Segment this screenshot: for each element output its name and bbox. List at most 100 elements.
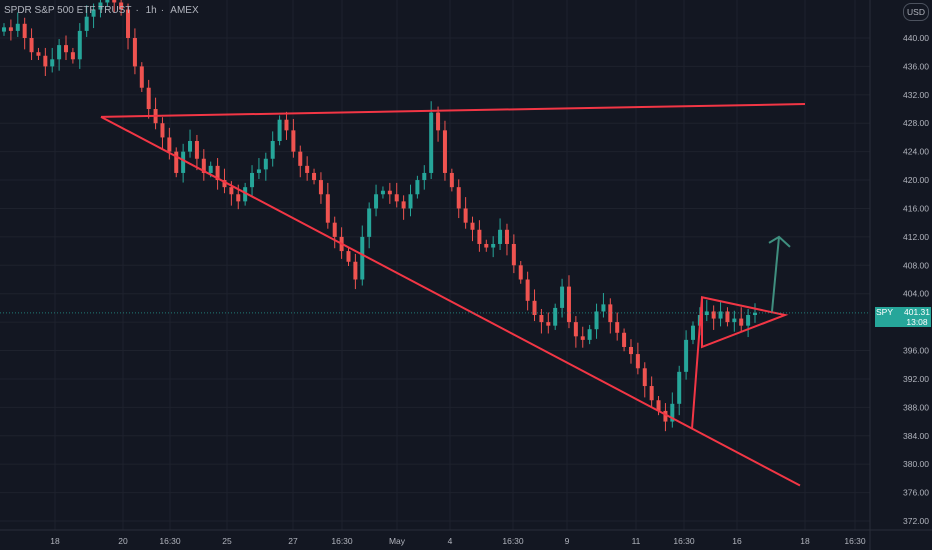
- candle-body: [208, 165, 213, 173]
- candle-body: [504, 229, 509, 244]
- drawing-layer[interactable]: [100, 103, 806, 487]
- breakout-arrow-head: [768, 235, 791, 248]
- candle-body: [367, 208, 372, 237]
- candle-body: [256, 169, 261, 173]
- candle-body: [132, 38, 137, 67]
- bar-countdown: 13:08: [906, 317, 928, 327]
- candle-body: [380, 190, 385, 195]
- currency-button[interactable]: USD: [903, 3, 929, 21]
- candle-body: [663, 410, 668, 422]
- candle-body: [57, 45, 62, 60]
- chart-grid: [0, 0, 870, 530]
- candle-body: [215, 165, 220, 181]
- y-tick-label: 412.00: [903, 232, 929, 242]
- x-tick-label: 16:30: [159, 536, 181, 546]
- candle-body: [449, 172, 454, 188]
- candle-body: [587, 329, 592, 340]
- candle-body: [656, 400, 661, 411]
- price-axis[interactable]: 440.00 436.00 432.00 428.00 424.00 420.00 416.…: [869, 0, 929, 550]
- y-tick-label: 428.00: [903, 118, 929, 128]
- candle-body: [270, 140, 275, 159]
- candle-body: [456, 187, 461, 209]
- candle-body: [746, 315, 751, 326]
- candle-body: [711, 311, 716, 319]
- candle-body: [422, 172, 427, 181]
- candle-body: [739, 318, 744, 326]
- y-tick-label: 432.00: [903, 90, 929, 100]
- candle-body: [181, 151, 186, 173]
- candle-body: [463, 208, 468, 223]
- candle-body: [222, 180, 227, 188]
- y-tick-label: 408.00: [903, 260, 929, 270]
- candle-body: [415, 180, 420, 195]
- candle-body: [2, 27, 6, 32]
- last-price-badge: SPY: [875, 307, 903, 327]
- candle-body: [442, 130, 447, 173]
- candle-body: [601, 304, 606, 312]
- candle-body: [628, 346, 633, 355]
- candle-body: [401, 201, 406, 209]
- candle-body: [677, 371, 682, 404]
- candle-body: [277, 119, 282, 141]
- candle-body: [98, 2, 103, 10]
- candle-body: [50, 59, 55, 67]
- candle-body: [642, 368, 647, 387]
- candle-body: [353, 261, 358, 280]
- candle-body: [139, 66, 144, 88]
- last-price-symbol: SPY: [876, 307, 894, 317]
- candle-body: [312, 172, 317, 181]
- symbol-name: SPDR S&P 500 ETF TRUST: [4, 5, 132, 16]
- candle-body: [608, 304, 613, 323]
- candle-body: [518, 265, 523, 280]
- candle-body: [332, 222, 337, 237]
- candlestick-series: [2, 0, 757, 432]
- candle-body: [284, 119, 289, 131]
- y-tick-label: 372.00: [903, 516, 929, 526]
- candle-body: [525, 279, 530, 301]
- x-tick-label: 4: [448, 536, 453, 546]
- y-tick-label: 396.00: [903, 346, 929, 356]
- candle-body: [553, 307, 558, 326]
- candle-body: [174, 151, 179, 173]
- candle-body: [70, 52, 75, 60]
- y-tick-label: 384.00: [903, 431, 929, 441]
- x-tick-label: 16:30: [673, 536, 695, 546]
- candle-body: [732, 318, 737, 323]
- candle-body: [250, 172, 255, 188]
- y-tick-label: 388.00: [903, 402, 929, 412]
- interval: 1h: [145, 5, 157, 16]
- candle-body: [119, 2, 124, 10]
- x-tick-label: May: [389, 536, 406, 546]
- candle-body: [325, 194, 330, 223]
- candle-body: [305, 165, 310, 173]
- candle-body: [263, 158, 268, 170]
- x-tick-label: 9: [565, 536, 570, 546]
- exchange: AMEX: [170, 5, 199, 16]
- chart-legend: SPDR S&P 500 ETF TRUST · 1h · AMEX: [4, 5, 199, 16]
- candle-body: [491, 243, 496, 248]
- candle-body: [229, 187, 234, 195]
- time-axis[interactable]: 18 20 16:30 25 27 16:30 May 4 16:30 9 11 16:30 16 18 1…: [0, 529, 932, 546]
- candle-body: [318, 180, 323, 195]
- candle-body: [243, 187, 248, 202]
- candle-body: [635, 354, 640, 369]
- candle-body: [387, 190, 392, 195]
- y-tick-label: 420.00: [903, 175, 929, 185]
- candle-body: [573, 322, 578, 337]
- last-price-value-badge: 401.31 13:08: [903, 307, 931, 327]
- candle-body: [704, 311, 709, 316]
- candle-body: [408, 194, 413, 209]
- candle-body: [112, 0, 117, 3]
- last-price-value: 401.31: [904, 307, 930, 317]
- candle-body: [194, 140, 199, 159]
- x-tick-label: 16:30: [502, 536, 524, 546]
- upper-trendline: [100, 103, 806, 118]
- y-tick-label: 416.00: [903, 203, 929, 213]
- candle-body: [201, 158, 206, 173]
- y-tick-label: 424.00: [903, 147, 929, 157]
- y-tick-label: 392.00: [903, 374, 929, 384]
- candle-body: [36, 52, 41, 56]
- x-tick-label: 27: [288, 536, 298, 546]
- y-tick-label: 380.00: [903, 459, 929, 469]
